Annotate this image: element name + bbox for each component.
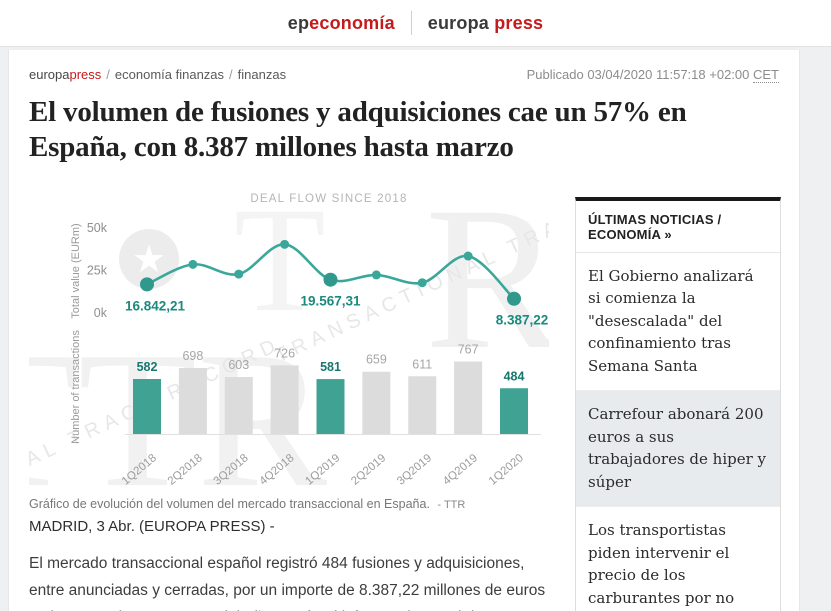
dateline: MADRID, 3 Abr. (EUROPA PRESS) - xyxy=(29,517,275,535)
image-caption: Gráfico de evolución del volumen del mer… xyxy=(29,496,466,511)
line-data-point xyxy=(323,272,338,287)
breadcrumb-separator: / xyxy=(229,67,233,82)
y-axis-tick: 25k xyxy=(87,263,108,277)
transactions-bar xyxy=(270,364,299,434)
bar-value-label: 582 xyxy=(137,360,158,374)
line-data-point xyxy=(280,239,290,249)
top-bar: epeconomía europa press xyxy=(0,0,831,47)
article-body: El mercado transaccional español registr… xyxy=(29,554,546,611)
transactions-bar xyxy=(454,361,483,434)
breadcrumb-subsection[interactable]: finanzas xyxy=(237,67,287,82)
bar-value-label: 726 xyxy=(274,346,295,360)
europapress-logo[interactable]: europa press xyxy=(428,13,543,34)
breadcrumb-site[interactable]: europapress xyxy=(29,67,102,82)
star-icon: ★ xyxy=(132,239,166,281)
line-data-point xyxy=(188,259,198,269)
brand-divider xyxy=(410,11,412,35)
timezone-abbr: CET xyxy=(753,67,779,83)
bar-axis-label: Number of transactions xyxy=(70,329,82,443)
line-point-label: 8.387,22 xyxy=(496,312,549,327)
bar-value-label: 611 xyxy=(412,357,432,371)
line-data-point xyxy=(417,277,427,287)
transactions-bar xyxy=(500,387,528,434)
chart-title: DEAL FLOW SINCE 2018 xyxy=(250,193,407,205)
latest-news-box: ÚLTIMAS NOTICIAS / ECONOMÍA » El Gobiern… xyxy=(575,196,781,611)
line-point-label: 16.842,21 xyxy=(125,298,186,313)
bar-value-label: 603 xyxy=(228,358,249,372)
x-axis-category-label: 1Q2020 xyxy=(487,452,526,488)
transactions-bar xyxy=(316,378,345,434)
x-axis-category-label: 4Q2019 xyxy=(441,452,480,488)
x-axis-category-label: 3Q2019 xyxy=(395,452,434,488)
transactions-bar xyxy=(362,371,391,434)
bar-value-label: 484 xyxy=(504,369,525,383)
y-axis-tick: 50k xyxy=(87,221,108,235)
line-data-point xyxy=(463,251,473,261)
brand-ep: ep xyxy=(287,12,310,33)
page-title: El volumen de fusiones y adquisiciones c… xyxy=(29,96,687,163)
brand-europa: europa xyxy=(427,12,489,33)
sidebar: ÚLTIMAS NOTICIAS / ECONOMÍA » El Gobiern… xyxy=(575,175,781,611)
transactions-bar xyxy=(133,378,161,434)
published-timestamp: Publicado 03/04/2020 11:57:18 +02:00 CET xyxy=(526,67,779,83)
line-data-point xyxy=(234,269,244,279)
y-axis-tick: 0k xyxy=(94,306,108,320)
bar-value-label: 767 xyxy=(458,342,479,356)
image-credit: - TTR xyxy=(437,498,466,511)
line-data-point xyxy=(140,276,154,291)
bar-value-label: 659 xyxy=(366,352,387,366)
ttr-watermark-letter: T xyxy=(234,177,326,343)
bar-value-label: 581 xyxy=(320,360,341,374)
line-data-point xyxy=(371,270,381,280)
transactions-bar xyxy=(224,376,253,434)
transactions-bar xyxy=(408,375,437,434)
latest-news-item[interactable]: Los transportistas piden intervenir el p… xyxy=(588,521,735,607)
transactions-bar xyxy=(178,367,207,434)
article-card: europapress / economía finanzas / finanzas P… xyxy=(8,50,800,611)
epeconomia-logo[interactable]: epeconomía xyxy=(288,13,395,34)
bar-value-label: 698 xyxy=(182,349,203,363)
brand-economia: economía xyxy=(309,12,395,33)
breadcrumb-section[interactable]: economía finanzas xyxy=(114,67,225,82)
ttr-watermark-letter: R xyxy=(425,175,549,392)
page: europapress / economía finanzas / finanzas P… xyxy=(0,47,831,611)
breadcrumb-separator: / xyxy=(106,67,110,82)
line-axis-label: Total value (EURm) xyxy=(70,223,82,318)
breadcrumb: europapress / economía finanzas / finanzas xyxy=(29,67,286,82)
x-axis-category-label: 2Q2019 xyxy=(349,452,388,488)
latest-news-item[interactable]: Carrefour abonará 200 euros a sus trabaj… xyxy=(576,391,780,508)
line-point-label: 19.567,31 xyxy=(300,293,361,308)
latest-news-title[interactable]: ÚLTIMAS NOTICIAS / ECONOMÍA » xyxy=(576,201,780,253)
meta-row: europapress / economía finanzas / finanzas P… xyxy=(23,65,781,83)
line-data-point xyxy=(507,291,521,306)
latest-news-item[interactable]: El Gobierno analizará si comienza la "de… xyxy=(576,253,780,392)
brand-press: press xyxy=(494,12,544,33)
